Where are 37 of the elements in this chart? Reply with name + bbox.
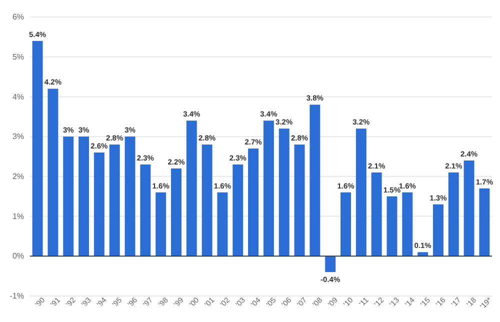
- bar: [48, 88, 58, 256]
- bar: [278, 128, 290, 256]
- y-tick-label: 0%: [12, 252, 24, 261]
- bar: [464, 160, 474, 256]
- bar: [448, 172, 459, 256]
- y-tick-label: 3%: [12, 132, 24, 142]
- bar: [63, 136, 74, 256]
- bar: [217, 192, 228, 256]
- bar: [340, 192, 351, 256]
- bar: [310, 104, 320, 256]
- y-tick-label: 2%: [12, 172, 24, 181]
- bar: [232, 164, 244, 256]
- bar: [156, 192, 166, 256]
- bar: [325, 256, 336, 272]
- bar: [386, 196, 398, 256]
- y-tick-label: 1%: [12, 212, 24, 221]
- bar: [479, 188, 490, 256]
- bar: [109, 144, 120, 256]
- bar: [402, 192, 413, 256]
- bar: [78, 136, 90, 256]
- y-tick-label: 4%: [12, 92, 24, 102]
- bar: [356, 128, 366, 256]
- bar: [32, 40, 43, 256]
- y-tick-label: -1%: [10, 292, 24, 301]
- bar: [202, 144, 212, 256]
- bar: [94, 152, 104, 256]
- bar: [124, 136, 136, 256]
- bar: [248, 148, 259, 256]
- bar: [186, 120, 197, 256]
- bar: [263, 120, 274, 256]
- bar: [371, 172, 382, 256]
- bar: [294, 144, 305, 256]
- y-tick-label: 5%: [12, 52, 24, 62]
- bar: [432, 204, 444, 256]
- bar: [171, 168, 182, 256]
- bar: [140, 164, 151, 256]
- y-tick-label: 6%: [12, 12, 24, 22]
